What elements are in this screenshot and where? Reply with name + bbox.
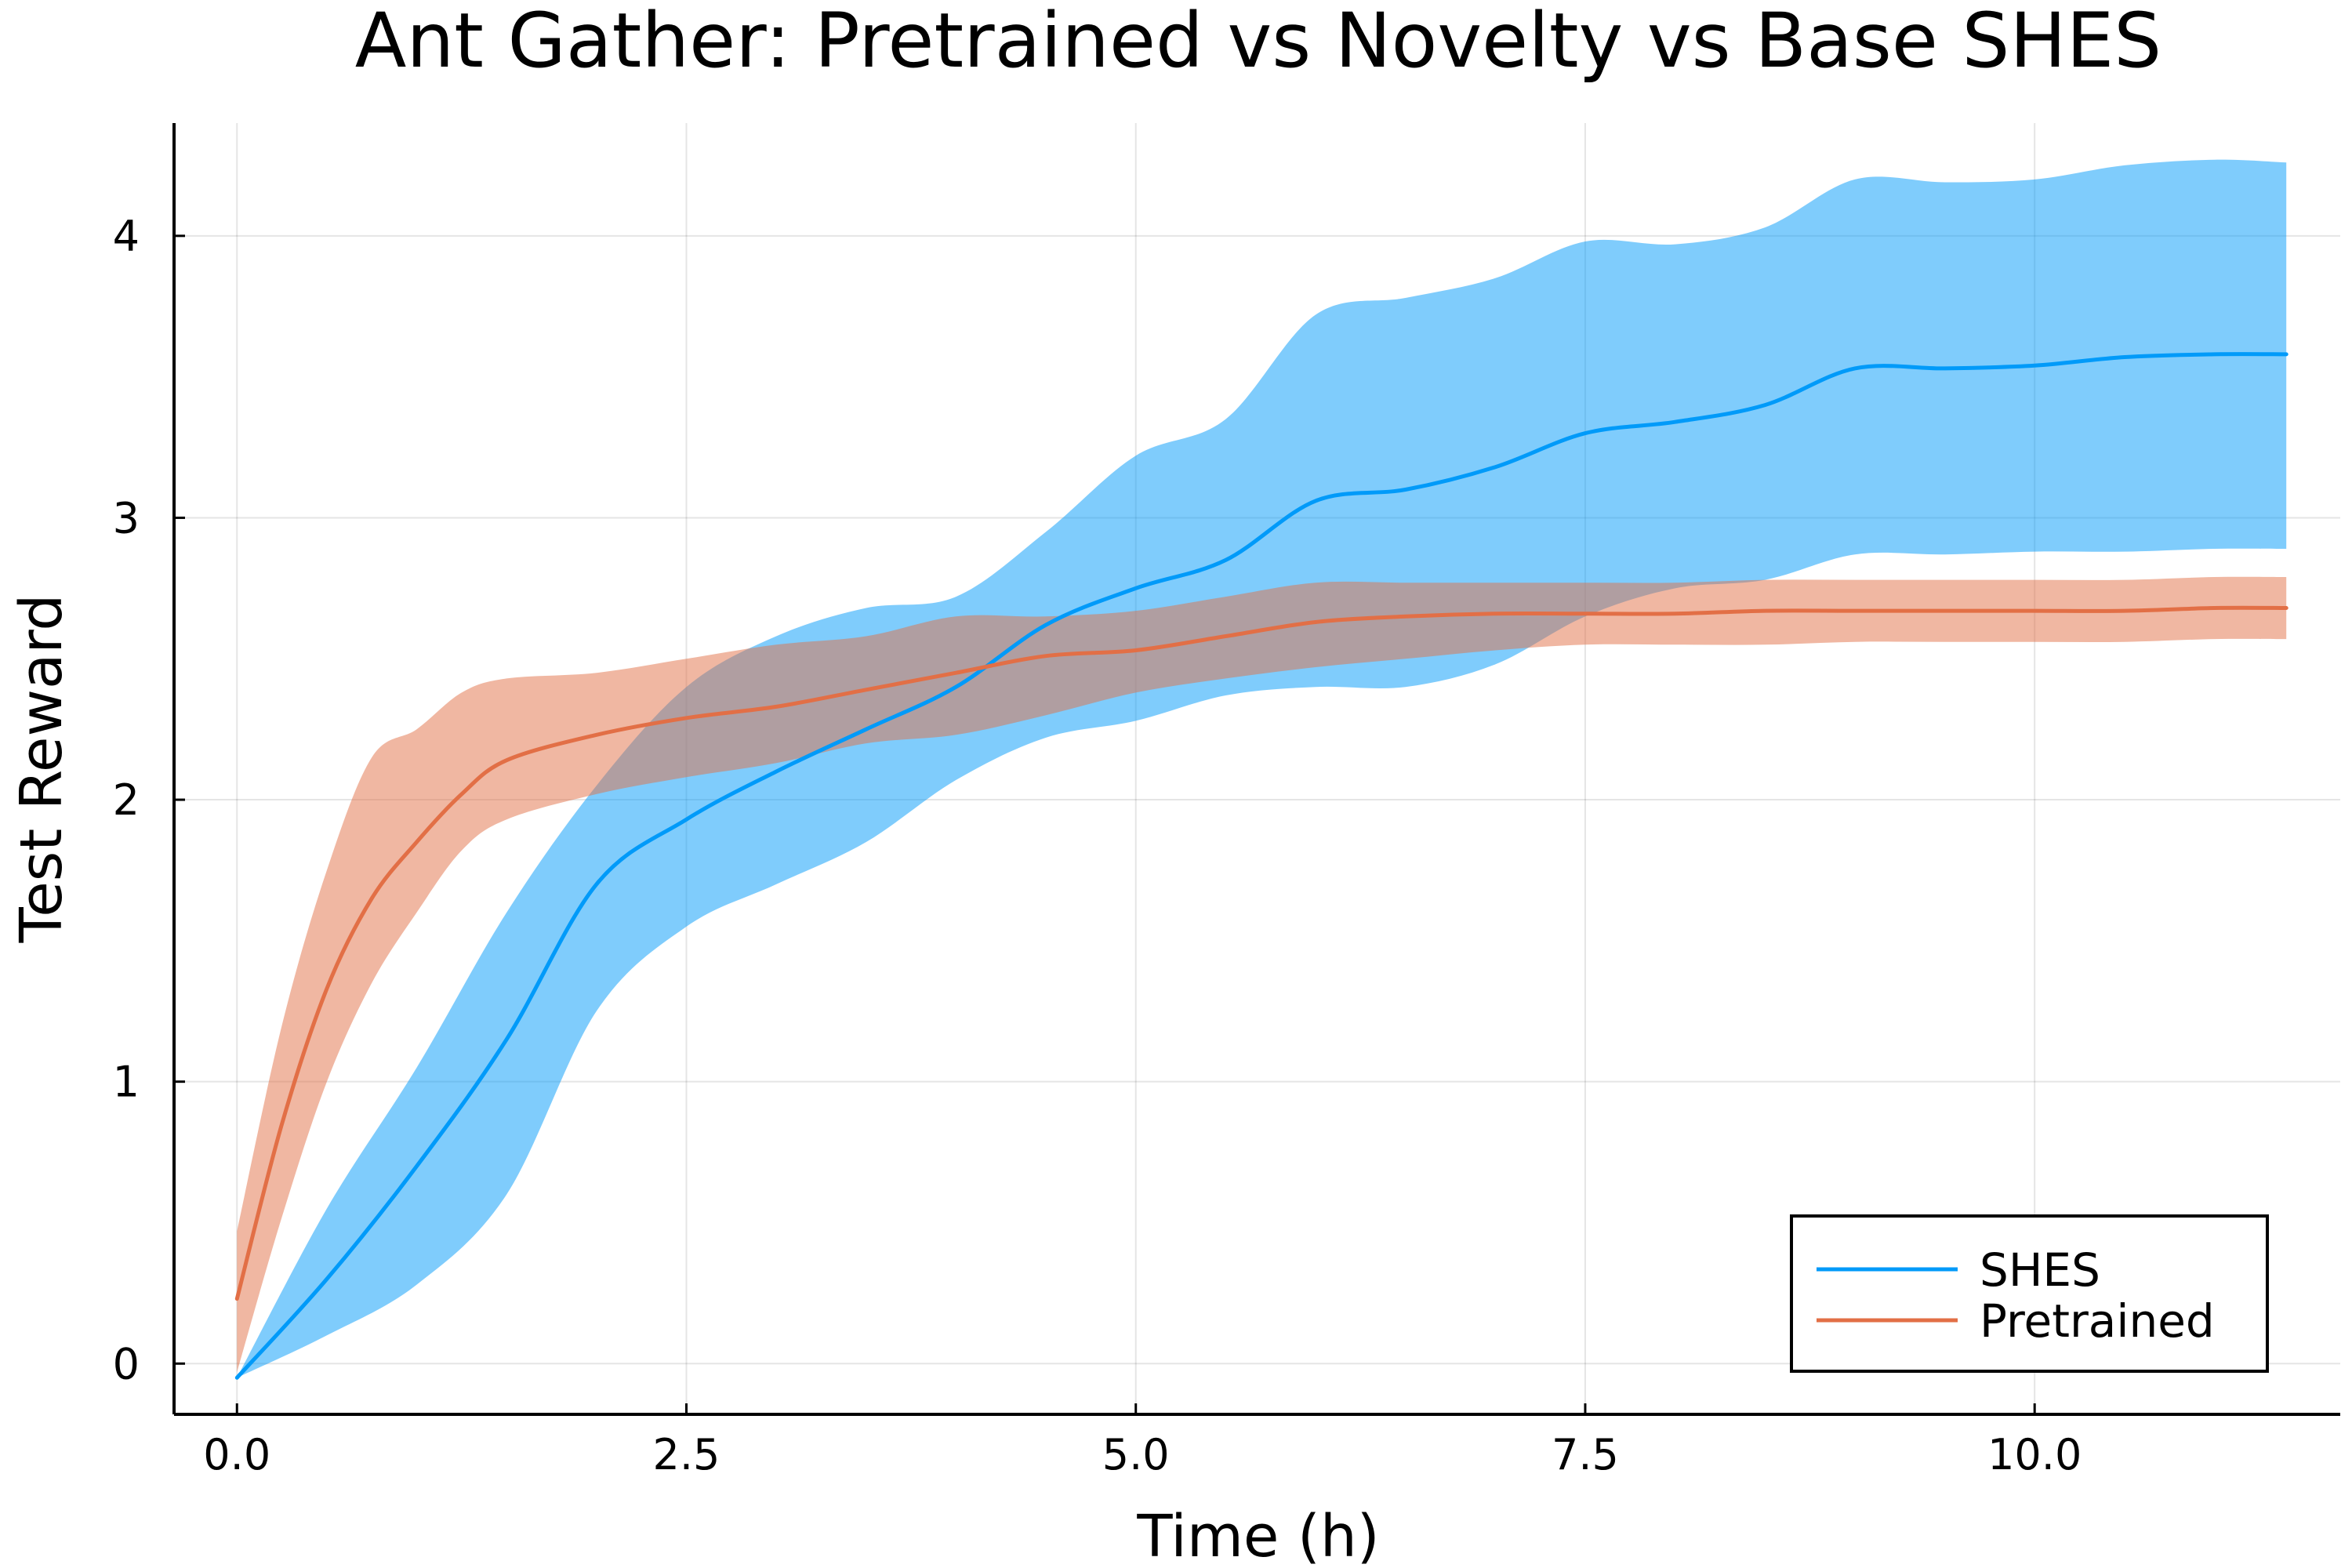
y-tick-label: 0 [113,1339,140,1388]
legend-box [1790,1214,2269,1373]
y-axis-label: Test Reward [8,594,75,944]
x-tick-label: 10.0 [1987,1430,2082,1479]
y-tick-label: 3 [113,493,140,543]
legend-label-shes: SHES [1980,1243,2100,1297]
axes [172,123,2340,1416]
legend-label-pretrained: Pretrained [1980,1294,2215,1348]
series-line-pretrained [234,605,2288,1301]
chart-title: Ant Gather: Pretrained vs Novelty vs Bas… [355,0,2161,85]
x-tick-label: 0.0 [203,1430,270,1479]
y-tick-label: 4 [113,212,140,261]
y-ticks: 0 1 2 3 4 [113,212,185,1388]
confidence-band-shes [237,159,2287,1378]
confidence-bands [237,159,2287,1378]
x-axis-label: Time (h) [1136,1503,1379,1568]
x-tick-label: 2.5 [653,1430,720,1479]
y-tick-label: 2 [113,775,140,825]
legend: SHES Pretrained [1790,1214,2269,1373]
x-tick-label: 7.5 [1552,1430,1619,1479]
x-tick-label: 5.0 [1102,1430,1170,1479]
x-ticks: 0.0 2.5 5.0 7.5 10.0 [203,1403,2082,1479]
series-line-shes [234,352,2288,1380]
series-lines [234,352,2288,1380]
y-tick-label: 1 [113,1058,140,1107]
